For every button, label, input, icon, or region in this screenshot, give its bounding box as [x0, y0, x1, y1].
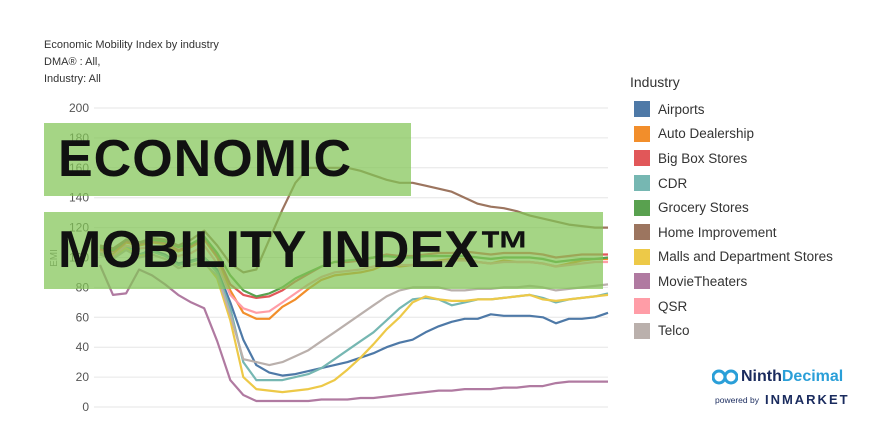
legend: Industry Airports Auto Dealership Big Box …	[630, 74, 870, 343]
legend-item[interactable]: Home Improvement	[630, 220, 870, 245]
legend-item[interactable]: QSR	[630, 294, 870, 319]
banner-text-mobility-index: MOBILITY INDEX™	[58, 221, 531, 279]
legend-swatch	[634, 175, 650, 192]
powered-by-text: powered by	[715, 394, 759, 405]
legend-item[interactable]: Grocery Stores	[630, 195, 870, 220]
banner-line-1: ECONOMIC	[44, 123, 411, 196]
legend-swatch	[634, 101, 650, 118]
legend-item[interactable]: Malls and Department Stores	[630, 245, 870, 270]
brand-logo: NinthDecimal powered by INMARKET	[712, 366, 852, 407]
y-tick-label: 40	[76, 340, 90, 354]
legend-swatch	[634, 322, 650, 339]
banner-line-2: MOBILITY INDEX™	[44, 212, 603, 289]
legend-swatch	[634, 199, 650, 216]
legend-label: QSR	[658, 298, 688, 314]
chart-title: Economic Mobility Index by industry	[44, 39, 219, 51]
legend-swatch	[634, 224, 650, 241]
legend-item[interactable]: CDR	[630, 171, 870, 196]
legend-label: Grocery Stores	[658, 200, 749, 216]
brand-name: NinthDecimal	[741, 368, 843, 386]
legend-items: Airports Auto Dealership Big Box Stores CDR…	[630, 97, 870, 343]
legend-title: Industry	[630, 74, 680, 90]
series-line-movietheaters	[98, 264, 608, 403]
legend-swatch	[634, 298, 650, 315]
legend-label: Malls and Department Stores	[658, 249, 833, 265]
legend-label: Big Box Stores	[658, 150, 748, 166]
legend-item[interactable]: Big Box Stores	[630, 146, 870, 171]
y-tick-label: 60	[76, 310, 90, 324]
ninthdecimal-logo-icon	[712, 369, 738, 385]
brand-name-part2: Decimal	[781, 368, 844, 385]
legend-label: Auto Dealership	[658, 126, 755, 142]
legend-swatch	[634, 273, 650, 290]
legend-label: Telco	[658, 323, 690, 339]
y-tick-label: 0	[82, 400, 89, 414]
legend-item[interactable]: Telco	[630, 318, 870, 343]
chart-filter-industry: Industry: All	[44, 73, 101, 85]
chart-filter-dma: DMA® : All,	[44, 56, 101, 68]
brand-name-part1: Ninth	[741, 368, 782, 385]
legend-label: Home Improvement	[658, 224, 777, 240]
legend-swatch	[634, 150, 650, 167]
legend-item[interactable]: MovieTheaters	[630, 269, 870, 294]
legend-item[interactable]: Auto Dealership	[630, 122, 870, 147]
legend-swatch	[634, 248, 650, 265]
legend-label: MovieTheaters	[658, 273, 748, 289]
y-tick-label: 20	[76, 370, 90, 384]
partner-name: INMARKET	[764, 392, 850, 407]
legend-label: Airports	[658, 101, 705, 117]
y-tick-label: 200	[69, 101, 89, 115]
legend-label: CDR	[658, 175, 688, 191]
banner-text-economic: ECONOMIC	[58, 130, 352, 188]
legend-swatch	[634, 125, 650, 142]
legend-item[interactable]: Airports	[630, 97, 870, 122]
